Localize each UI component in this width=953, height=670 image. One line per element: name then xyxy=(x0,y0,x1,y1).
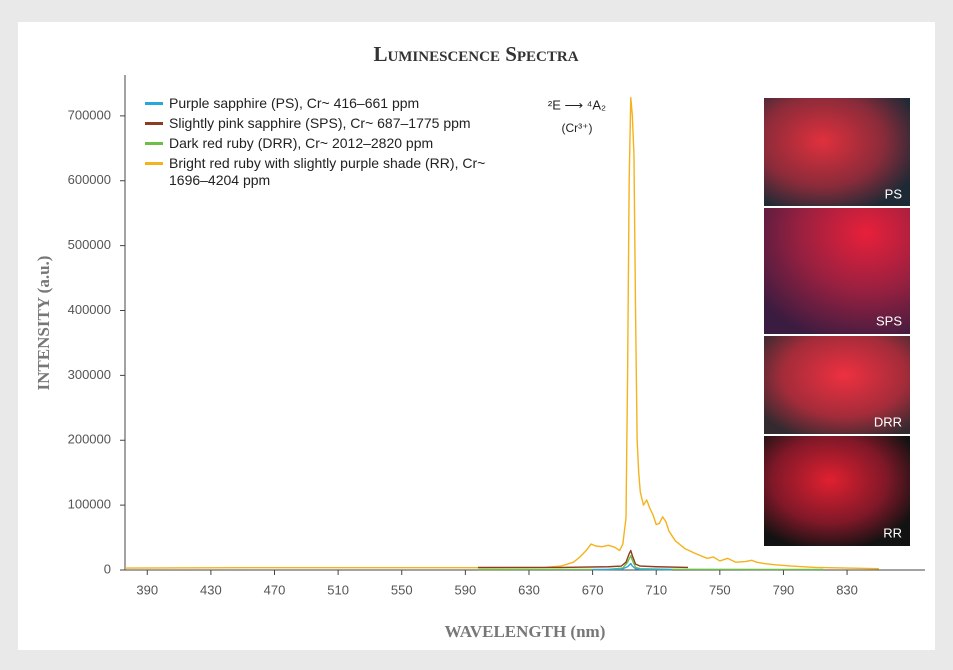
x-tick-label: 470 xyxy=(264,582,286,597)
series-line xyxy=(592,562,673,571)
legend-label: Slightly pink sapphire (SPS), Cr~ 687–17… xyxy=(169,115,471,131)
x-tick-label: 430 xyxy=(200,582,222,597)
inset-label: SPS xyxy=(876,313,902,328)
y-tick-label: 300000 xyxy=(68,367,111,382)
legend-swatch xyxy=(145,122,163,125)
legend-label: Purple sapphire (PS), Cr~ 416–661 ppm xyxy=(169,95,420,111)
legend-entry: Bright red ruby with slightly purple sha… xyxy=(145,155,545,189)
inset-photo xyxy=(764,98,910,206)
inset-photos: PS SPS DRR RR xyxy=(764,98,910,546)
inset-label: PS xyxy=(885,186,903,201)
legend-swatch xyxy=(145,162,163,165)
inset-photo xyxy=(764,336,910,434)
chart-title: Luminescence Spectra xyxy=(373,42,578,66)
inset-photo xyxy=(764,436,910,546)
annotation: ²E ⟶ ⁴A₂ xyxy=(548,97,606,112)
y-tick-label: 600000 xyxy=(68,172,111,187)
y-tick-label: 100000 xyxy=(68,497,111,512)
y-tick-label: 500000 xyxy=(68,237,111,252)
legend: Purple sapphire (PS), Cr~ 416–661 ppm Sli… xyxy=(145,95,545,192)
y-tick-label: 400000 xyxy=(68,302,111,317)
y-tick-label: 700000 xyxy=(68,107,111,122)
x-tick-label: 830 xyxy=(836,582,858,597)
x-tick-label: 750 xyxy=(709,582,731,597)
x-tick-label: 630 xyxy=(518,582,540,597)
y-tick-label: 0 xyxy=(104,561,111,576)
x-tick-label: 790 xyxy=(773,582,795,597)
y-axis-title: INTENSITY (a.u.) xyxy=(34,256,53,391)
x-tick-label: 710 xyxy=(645,582,667,597)
legend-label: Dark red ruby (DRR), Cr~ 2012–2820 ppm xyxy=(169,135,434,151)
legend-entry: Dark red ruby (DRR), Cr~ 2012–2820 ppm xyxy=(145,135,545,152)
series-line xyxy=(124,97,879,570)
legend-swatch xyxy=(145,142,163,145)
legend-entry: Slightly pink sapphire (SPS), Cr~ 687–17… xyxy=(145,115,545,132)
legend-entry: Purple sapphire (PS), Cr~ 416–661 ppm xyxy=(145,95,545,112)
x-tick-label: 390 xyxy=(136,582,158,597)
x-tick-label: 550 xyxy=(391,582,413,597)
y-tick-label: 200000 xyxy=(68,432,111,447)
inset-label: DRR xyxy=(874,414,902,429)
inset-label: RR xyxy=(883,525,902,540)
legend-label: Bright red ruby with slightly purple sha… xyxy=(169,155,486,188)
legend-swatch xyxy=(145,102,163,105)
series-line xyxy=(478,549,689,569)
x-tick-label: 670 xyxy=(582,582,604,597)
inset-photo xyxy=(764,208,910,334)
annotation: (Cr³⁺) xyxy=(562,121,593,135)
x-tick-label: 590 xyxy=(455,582,477,597)
x-axis-title: WAVELENGTH (nm) xyxy=(445,622,606,641)
x-tick-label: 510 xyxy=(327,582,349,597)
